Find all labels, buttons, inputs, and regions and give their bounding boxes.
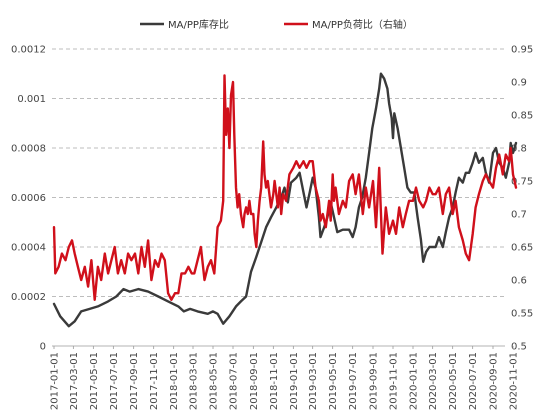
y-right-tick-label: 0.8	[511, 144, 527, 155]
x-tick-label: 2020-05-01	[448, 352, 459, 410]
legend: MA/PP库存比 MA/PP负荷比（右轴）	[140, 18, 413, 31]
y-right-tick-label: 0.55	[511, 309, 533, 320]
y-right-tick-label: 0.95	[511, 45, 533, 56]
x-tick-label: 2018-05-01	[209, 352, 220, 410]
right-axis: 0.5 0.55 0.6 0.65 0.7 0.75 0.8 0.85 0.9 0.95	[511, 45, 533, 353]
x-tick-label: 2017-11-01	[149, 352, 160, 410]
x-tick-label: 2020-07-01	[468, 352, 479, 410]
y-right-tick-label: 0.7	[511, 210, 527, 221]
y-right-tick-label: 0.5	[511, 342, 527, 353]
y-left-tick-label: 0.0012	[11, 45, 46, 56]
x-tick-label: 2017-01-01	[50, 352, 61, 410]
y-left-tick-label: 0.0006	[11, 193, 46, 204]
y-right-tick-label: 0.75	[511, 177, 533, 188]
x-tick-label: 2019-01-01	[289, 352, 300, 410]
x-tick-label: 2017-05-01	[89, 352, 100, 410]
legend-label-ma-pp-load: MA/PP负荷比（右轴）	[312, 18, 413, 31]
x-tick-label: 2018-11-01	[269, 352, 280, 410]
x-axis: 2017-01-01 2017-03-01 2017-05-01 2017-07-01…	[50, 345, 520, 410]
legend-label-ma-pp-inventory: MA/PP库存比	[168, 18, 229, 31]
x-tick-label: 2019-03-01	[308, 352, 319, 410]
series-line-ma-pp-load	[52, 74, 518, 301]
x-tick-label: 2018-01-01	[169, 352, 180, 410]
x-tick-label: 2017-03-01	[69, 352, 80, 410]
x-tick-label: 2020-03-01	[428, 352, 439, 410]
y-left-tick-label: 0.0008	[11, 144, 46, 155]
series-group	[52, 72, 518, 328]
y-left-tick-label: 0.0002	[11, 292, 46, 303]
y-left-tick-label: 0.001	[17, 94, 46, 105]
y-right-tick-label: 0.85	[511, 111, 533, 122]
x-tick-label: 2018-09-01	[249, 352, 260, 410]
x-tick-label: 2018-03-01	[189, 352, 200, 410]
series-line-ma-pp-inventory	[52, 72, 518, 328]
x-tick-label: 2019-07-01	[348, 352, 359, 410]
x-tick-label: 2020-01-01	[409, 352, 420, 410]
y-left-tick-label: 0.0004	[11, 243, 46, 254]
x-tick-label: 2020-09-01	[489, 352, 500, 410]
left-axis: 0 0.0002 0.0004 0.0006 0.0008 0.001 0.0012	[11, 45, 46, 353]
x-tick-label: 2017-07-01	[109, 352, 120, 410]
x-tick-label: 2020-11-01	[509, 352, 520, 410]
y-right-tick-label: 0.9	[511, 78, 527, 89]
x-tick-label: 2019-09-01	[369, 352, 380, 410]
y-right-tick-label: 0.65	[511, 243, 533, 254]
x-tick-label: 2019-05-01	[328, 352, 339, 410]
y-left-tick-label: 0	[40, 342, 46, 353]
grid	[52, 48, 505, 297]
y-right-tick-label: 0.6	[511, 276, 527, 287]
x-tick-label: 2017-09-01	[129, 352, 140, 410]
x-tick-label: 2018-07-01	[229, 352, 240, 410]
x-tick-label: 2019-11-01	[389, 352, 400, 410]
